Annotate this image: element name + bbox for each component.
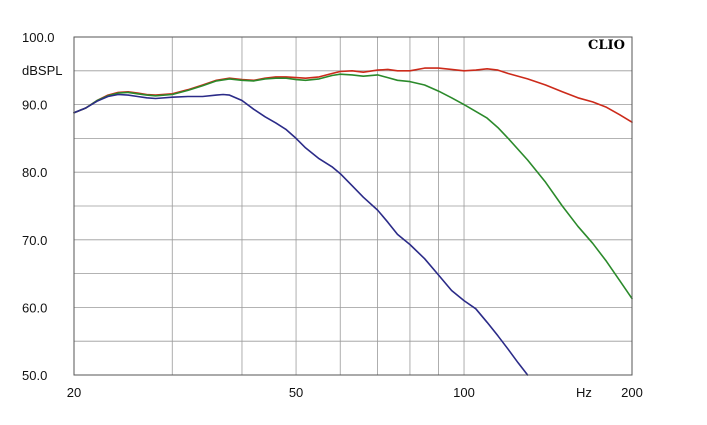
response-curves xyxy=(73,67,633,376)
x-tick-label: 50 xyxy=(289,385,303,400)
y-tick-label: 90.0 xyxy=(22,98,47,113)
clio-brand-label: CLIO xyxy=(588,38,625,53)
x-tick-label: 100 xyxy=(453,385,475,400)
x-tick-labels: 20 50 100 200 xyxy=(67,385,643,400)
y-tick-label: 50.0 xyxy=(22,368,47,383)
y-tick-label: 100.0 xyxy=(22,30,55,45)
x-tick-label: 200 xyxy=(621,385,643,400)
y-tick-label: 60.0 xyxy=(22,300,47,315)
y-axis-label: dBSPL xyxy=(22,63,62,78)
y-tick-label: 70.0 xyxy=(22,233,47,248)
series-line-3 xyxy=(73,93,529,376)
series-line-2 xyxy=(73,73,633,300)
grid-lines xyxy=(74,37,632,375)
x-tick-label: 20 xyxy=(67,385,81,400)
plot-frame xyxy=(73,36,633,376)
y-tick-labels: 100.0 90.0 80.0 70.0 60.0 50.0 xyxy=(22,30,55,383)
y-tick-label: 80.0 xyxy=(22,165,47,180)
x-axis-unit-label: Hz xyxy=(576,385,592,400)
